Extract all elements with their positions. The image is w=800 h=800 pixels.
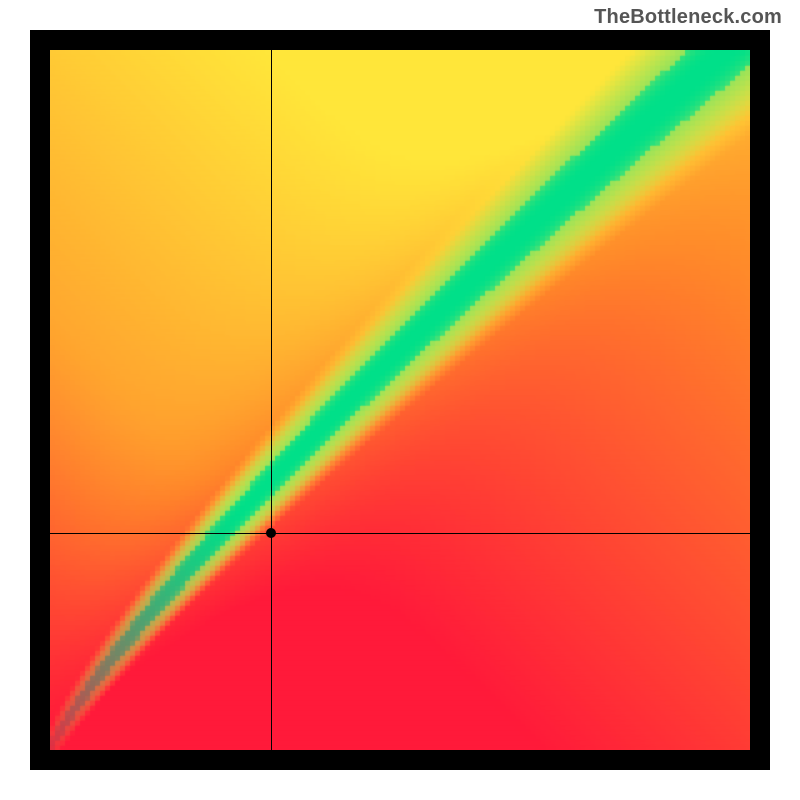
crosshair-marker[interactable]	[266, 528, 276, 538]
plot-frame	[30, 30, 770, 770]
crosshair-horizontal	[50, 533, 750, 534]
bottleneck-heatmap	[50, 50, 750, 750]
watermark-text: TheBottleneck.com	[594, 6, 782, 29]
chart-wrapper: TheBottleneck.com	[0, 0, 800, 800]
crosshair-vertical	[271, 50, 272, 750]
